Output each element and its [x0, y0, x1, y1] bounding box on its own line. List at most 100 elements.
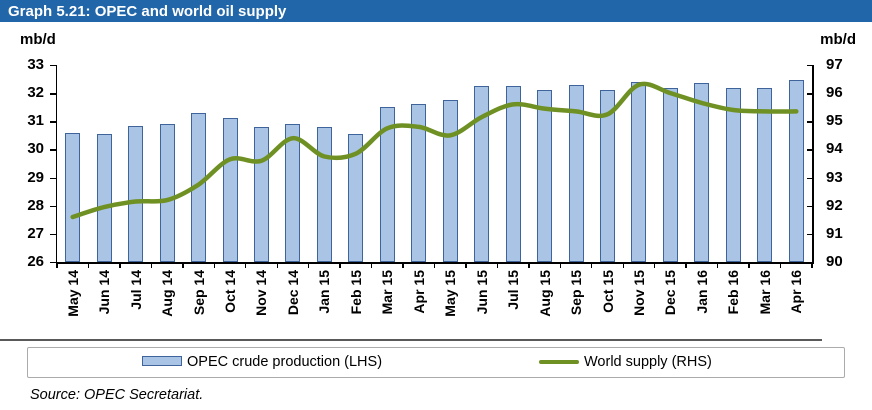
x-label-text: Dec 14	[284, 270, 301, 316]
x-axis-tick	[811, 262, 813, 268]
x-label-aug-15: Aug 15	[535, 270, 555, 342]
unit-label-right: mb/d	[820, 31, 856, 48]
x-label-text: Apr 16	[788, 270, 805, 314]
right-axis-tick	[807, 205, 813, 208]
x-axis-tick	[213, 262, 215, 268]
x-axis-tick	[276, 262, 278, 268]
right-axis-tick	[807, 93, 813, 95]
bar-jan-16	[694, 83, 710, 262]
y-label-right-93: 93	[826, 168, 843, 186]
x-label-text: Dec 15	[662, 270, 679, 316]
graph-title: Graph 5.21: OPEC and world oil supply	[8, 2, 287, 20]
x-label-mar-15: Mar 15	[377, 270, 397, 342]
x-axis-tick	[748, 262, 750, 268]
x-label-text: Apr 15	[410, 270, 427, 314]
bar-apr-16	[788, 80, 804, 262]
x-label-jun-15: Jun 15	[472, 270, 492, 342]
bar-jun-14	[96, 133, 112, 262]
x-label-jul-14: Jul 14	[126, 270, 146, 342]
y-label-left-33: 33	[27, 56, 44, 73]
bar-jul-15	[505, 86, 521, 262]
legend-bar-label: OPEC crude production (LHS)	[187, 354, 383, 370]
bar-feb-16	[725, 87, 741, 262]
left-axis-tick	[50, 65, 56, 67]
bar-sep-15	[568, 84, 584, 262]
y-label-left-31: 31	[27, 112, 44, 130]
y-label-left-29: 29	[27, 168, 44, 186]
x-label-mar-16: Mar 16	[755, 270, 775, 342]
bar-jun-15	[474, 86, 490, 262]
x-label-text: Mar 16	[756, 270, 773, 315]
bar-oct-15	[600, 90, 616, 262]
x-label-text: Aug 14	[159, 270, 176, 317]
y-label-right-94: 94	[826, 140, 843, 158]
bar-sep-14	[191, 112, 207, 262]
x-label-feb-16: Feb 16	[723, 270, 743, 342]
x-label-text: Oct 14	[222, 270, 239, 313]
left-axis-tick	[50, 149, 56, 151]
bar-mar-15	[379, 107, 395, 262]
y-label-right-95: 95	[826, 112, 843, 130]
x-label-text: Feb 15	[347, 270, 364, 315]
x-label-may-15: May 15	[440, 270, 460, 342]
legend-bar-swatch-icon	[142, 356, 182, 366]
x-axis-tick	[779, 262, 782, 268]
bar-jan-15	[316, 126, 332, 262]
bar-may-14	[65, 132, 81, 262]
y-label-left-32: 32	[27, 84, 44, 102]
x-label-text: Jul 15	[505, 270, 522, 310]
x-axis-tick	[307, 262, 310, 268]
source-note: Source: OPEC Secretariat.	[30, 387, 204, 403]
bar-jul-14	[128, 125, 144, 262]
x-label-text: Feb 16	[725, 270, 742, 315]
right-axis-tick	[807, 149, 813, 151]
x-label-jan-16: Jan 16	[692, 270, 712, 342]
x-label-text: Sep 14	[190, 270, 207, 316]
y-label-left-26: 26	[27, 253, 44, 270]
x-axis-tick	[591, 262, 593, 268]
title-bar: Graph 5.21: OPEC and world oil supply	[0, 0, 872, 22]
legend-line-swatch-icon	[539, 359, 579, 364]
bar-nov-15	[631, 81, 647, 262]
world-supply-line	[70, 81, 799, 220]
left-axis-tick	[50, 205, 56, 208]
x-label-text: Jan 16	[693, 270, 710, 314]
right-axis-tick	[807, 177, 813, 179]
x-label-jun-14: Jun 14	[94, 270, 114, 342]
x-label-text: Nov 14	[253, 270, 270, 316]
x-label-text: Jan 15	[316, 270, 333, 314]
x-axis-tick	[622, 262, 624, 268]
left-axis-tick	[50, 233, 56, 236]
bar-oct-14	[222, 118, 238, 262]
x-label-text: May 15	[442, 270, 459, 317]
x-label-oct-14: Oct 14	[220, 270, 240, 342]
y-label-right-96: 96	[826, 84, 843, 102]
x-label-nov-14: Nov 14	[251, 270, 271, 342]
x-axis-tick	[245, 262, 247, 268]
left-axis-tick	[50, 262, 56, 264]
x-axis-tick	[528, 262, 530, 268]
x-axis-tick	[496, 262, 499, 268]
x-label-text: Jun 14	[96, 270, 113, 315]
x-axis-tick	[87, 262, 90, 268]
right-axis-tick	[807, 233, 813, 236]
x-axis-tick	[654, 262, 656, 268]
legend: OPEC crude production (LHS) World supply…	[27, 347, 845, 378]
left-axis-tick	[50, 177, 56, 179]
x-axis-tick	[150, 262, 153, 268]
x-label-apr-15: Apr 15	[409, 270, 429, 342]
left-axis-tick	[50, 93, 56, 95]
x-label-dec-15: Dec 15	[660, 270, 680, 342]
bottom-rule	[0, 339, 822, 341]
right-axis-tick	[807, 121, 813, 123]
bar-dec-15	[662, 87, 678, 262]
x-axis-tick	[716, 262, 719, 268]
bar-nov-14	[253, 126, 269, 262]
right-axis-tick	[807, 65, 813, 67]
y-label-right-90: 90	[826, 253, 843, 270]
x-label-apr-16: Apr 16	[786, 270, 806, 342]
x-label-text: Jul 14	[127, 270, 144, 310]
y-label-right-97: 97	[826, 56, 843, 73]
x-label-jan-15: Jan 15	[314, 270, 334, 342]
